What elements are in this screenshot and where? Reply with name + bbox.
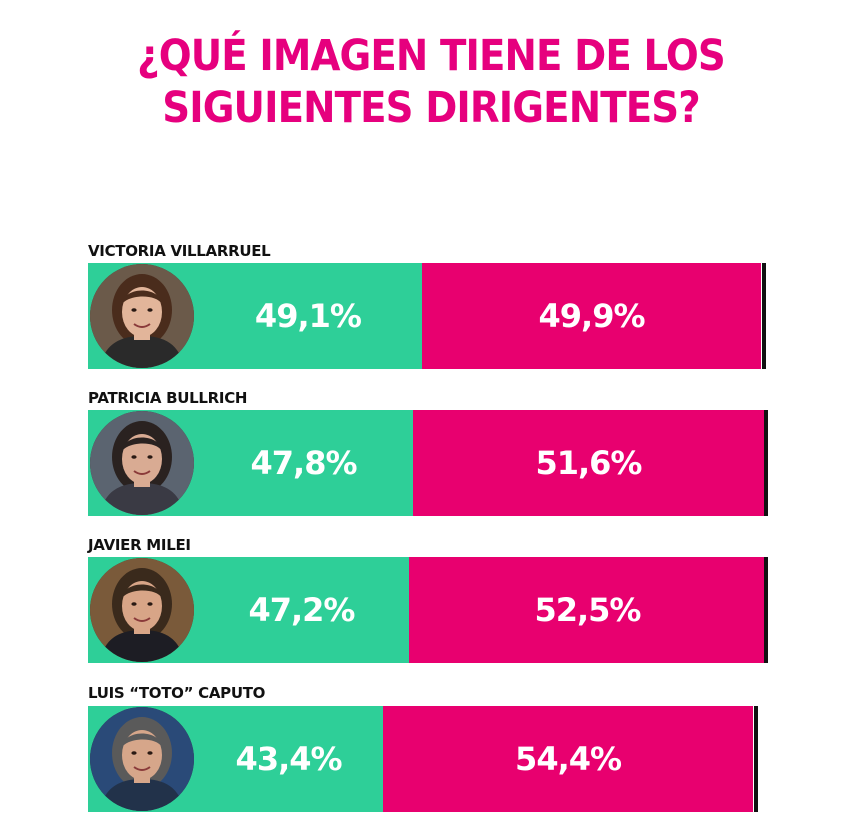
value-label-negative-javier-milei: 52,5% <box>534 591 641 629</box>
portrait-patricia-bullrich-icon <box>90 411 194 515</box>
value-label-positive-javier-milei: 47,2% <box>248 591 355 629</box>
bar-negative-javier-milei <box>408 557 766 663</box>
bar-negative-luis-toto-caputo <box>383 706 754 812</box>
row-label-javier-milei: JAVIER MILEI <box>88 536 191 554</box>
bar-negative-victoria-villarruel <box>421 263 762 369</box>
chart-title-line-1: ¿QUÉ IMAGEN TIENE DE LOS <box>137 31 726 81</box>
portrait-javier-milei-icon <box>90 558 194 662</box>
value-label-positive-luis-toto-caputo: 43,4% <box>235 740 343 778</box>
value-label-negative-patricia-bullrich: 51,6% <box>535 444 642 482</box>
portrait-luis-caputo-icon <box>90 707 194 811</box>
chart-title-line-2: SIGUIENTES DIRIGENTES? <box>162 83 700 133</box>
bar-end-marker-patricia-bullrich <box>764 410 768 516</box>
value-label-positive-patricia-bullrich: 47,8% <box>250 444 358 482</box>
portrait-victoria-villarruel-icon <box>90 264 194 368</box>
row-label-luis-toto-caputo: LUIS “TOTO” CAPUTO <box>88 684 266 702</box>
value-label-negative-victoria-villarruel: 49,9% <box>538 297 646 335</box>
row-label-patricia-bullrich: PATRICIA BULLRICH <box>88 389 248 407</box>
bar-end-marker-luis-toto-caputo <box>754 706 759 812</box>
bar-end-marker-javier-milei <box>764 557 768 663</box>
bar-negative-patricia-bullrich <box>413 410 764 516</box>
value-label-positive-victoria-villarruel: 49,1% <box>254 297 362 335</box>
chart-title: ¿QUÉ IMAGEN TIENE DE LOS SIGUIENTES DIRI… <box>43 30 819 134</box>
row-label-victoria-villarruel: VICTORIA VILLARRUEL <box>88 242 271 260</box>
value-label-negative-luis-toto-caputo: 54,4% <box>515 740 622 778</box>
bar-end-marker-victoria-villarruel <box>762 263 767 369</box>
